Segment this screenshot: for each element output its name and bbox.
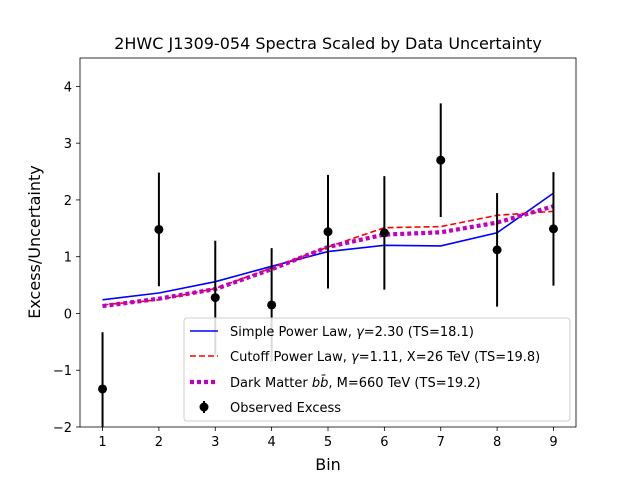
legend-label: Simple Power Law, γ=2.30 (TS=18.1) — [230, 325, 474, 340]
legend-label: Dark Matter bb̄, M=660 TeV (TS=19.2) — [230, 376, 481, 391]
x-axis-label: Bin — [315, 455, 341, 474]
data-point — [436, 155, 446, 165]
data-point — [379, 228, 389, 238]
x-tick-label: 2 — [155, 435, 163, 450]
legend-box — [183, 317, 571, 422]
x-tick-label: 4 — [267, 435, 275, 450]
legend-label: Cutoff Power Law, γ=1.11, X=26 TeV (TS=1… — [230, 350, 540, 365]
legend: Simple Power Law, γ=2.30 (TS=18.1) Cutoff… — [183, 317, 571, 422]
x-tick-label: 7 — [437, 435, 445, 450]
data-point — [210, 293, 220, 303]
data-point — [323, 227, 333, 237]
x-tick-label: 3 — [211, 435, 219, 450]
x-tick-label: 5 — [324, 435, 332, 450]
legend-swatch-marker — [199, 402, 209, 412]
data-point — [492, 245, 502, 255]
y-tick-label: 4 — [64, 80, 72, 95]
y-tick-label: 1 — [64, 251, 72, 266]
y-tick-label: 3 — [64, 137, 72, 152]
x-tick-label: 8 — [493, 435, 501, 450]
data-point — [267, 300, 277, 310]
y-tick-label: −1 — [53, 364, 72, 379]
data-point — [154, 224, 164, 234]
y-tick-label: −2 — [53, 421, 72, 436]
chart-title: 2HWC J1309-054 Spectra Scaled by Data Un… — [114, 34, 542, 53]
legend-label: Observed Excess — [230, 401, 341, 416]
x-axis: 1 2 3 4 5 6 7 8 9 — [98, 427, 558, 450]
x-tick-label: 1 — [98, 435, 106, 450]
y-axis-label: Excess/Uncertainty — [25, 165, 44, 318]
x-tick-label: 9 — [549, 435, 557, 450]
x-tick-label: 6 — [380, 435, 388, 450]
y-tick-label: 0 — [64, 307, 72, 322]
y-tick-label: 2 — [64, 194, 72, 209]
y-axis: −2 −1 0 1 2 3 4 — [53, 80, 80, 436]
data-point — [98, 384, 108, 394]
data-point — [548, 224, 558, 234]
